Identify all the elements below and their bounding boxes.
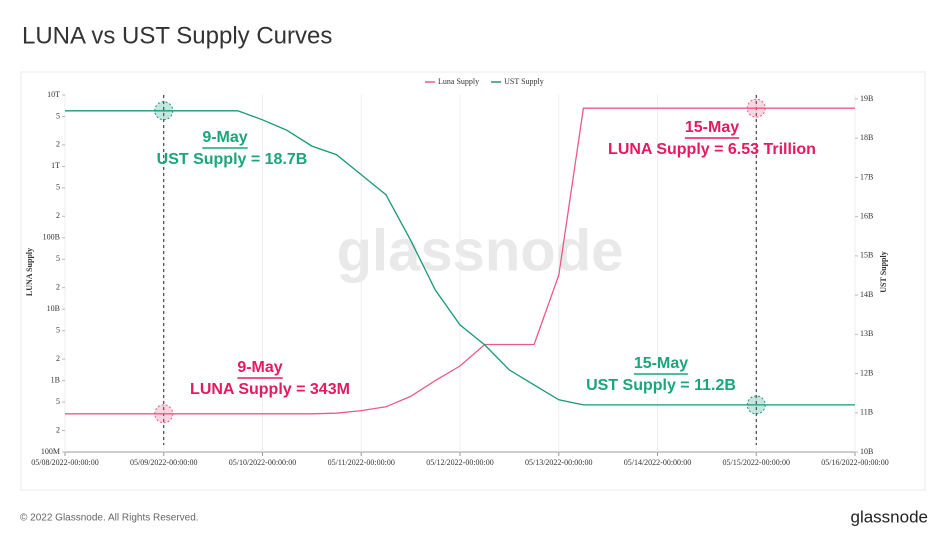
y2-tick-label: 15B bbox=[860, 251, 873, 260]
point-marker bbox=[154, 101, 174, 121]
legend-label: UST Supply bbox=[504, 77, 544, 86]
chart-frame bbox=[20, 71, 926, 491]
point-marker bbox=[746, 98, 766, 118]
y-axis-title: LUNA Supply bbox=[25, 248, 34, 296]
y-tick-label: 1T bbox=[51, 161, 60, 170]
y-tick-label: 10B bbox=[47, 304, 60, 313]
y-tick-label: 2 bbox=[56, 140, 60, 149]
annotation-title: 9-May bbox=[237, 359, 282, 376]
x-tick-label: 05/08/2022-00:00:00 bbox=[31, 458, 99, 467]
y-tick-label: 2 bbox=[56, 283, 60, 292]
annotation-title: 9-May bbox=[202, 129, 247, 146]
annotation-title: 15-May bbox=[685, 119, 739, 136]
series-line bbox=[65, 110, 855, 406]
annotation-text: UST Supply = 11.2B bbox=[586, 377, 736, 394]
x-tick-label: 05/10/2022-00:00:00 bbox=[229, 458, 297, 467]
x-tick-label: 05/09/2022-00:00:00 bbox=[130, 458, 198, 467]
y2-tick-label: 17B bbox=[860, 172, 873, 181]
y2-tick-label: 12B bbox=[860, 368, 873, 377]
y-tick-label: 5 bbox=[56, 183, 60, 192]
series-line bbox=[65, 107, 855, 415]
y2-tick-label: 13B bbox=[860, 329, 873, 338]
x-tick-label: 05/13/2022-00:00:00 bbox=[525, 458, 593, 467]
page-title: LUNA vs UST Supply Curves bbox=[22, 22, 332, 49]
annotation-text: UST Supply = 18.7B bbox=[157, 151, 308, 168]
y-tick-label: 10T bbox=[47, 90, 60, 99]
annotation-text: LUNA Supply = 343M bbox=[190, 381, 350, 398]
y2-tick-label: 18B bbox=[860, 133, 873, 142]
x-tick-label: 05/14/2022-00:00:00 bbox=[624, 458, 692, 467]
annotation-text: LUNA Supply = 6.53 Trillion bbox=[608, 141, 816, 158]
x-tick-label: 05/11/2022-00:00:00 bbox=[328, 458, 395, 467]
watermark: glassnode bbox=[337, 218, 624, 283]
y-tick-label: 1B bbox=[51, 375, 60, 384]
y-tick-label: 100B bbox=[43, 233, 60, 242]
y-tick-label: 100M bbox=[41, 447, 60, 456]
point-marker bbox=[746, 395, 766, 415]
y-tick-label: 2 bbox=[56, 211, 60, 220]
copyright: © 2022 Glassnode. All Rights Reserved. bbox=[20, 513, 199, 524]
y-tick-label: 5 bbox=[56, 111, 60, 120]
y2-tick-label: 16B bbox=[860, 211, 873, 220]
y-tick-label: 5 bbox=[56, 326, 60, 335]
annotation-title: 15-May bbox=[634, 355, 688, 372]
y2-tick-label: 19B bbox=[860, 94, 873, 103]
brand: glassnode bbox=[850, 507, 928, 526]
y-tick-label: 5 bbox=[56, 397, 60, 406]
y2-tick-label: 11B bbox=[860, 408, 873, 417]
y2-axis-title: UST Supply bbox=[879, 251, 888, 292]
point-marker bbox=[154, 404, 174, 424]
x-tick-label: 05/12/2022-00:00:00 bbox=[426, 458, 494, 467]
y2-tick-label: 10B bbox=[860, 447, 873, 456]
y-tick-label: 2 bbox=[56, 425, 60, 434]
y-tick-label: 5 bbox=[56, 254, 60, 263]
x-tick-label: 05/16/2022-00:00:00 bbox=[821, 458, 889, 467]
legend-label: Luna Supply bbox=[438, 77, 479, 86]
y2-tick-label: 14B bbox=[860, 290, 873, 299]
x-tick-label: 05/15/2022-00:00:00 bbox=[722, 458, 790, 467]
y-tick-label: 2 bbox=[56, 354, 60, 363]
